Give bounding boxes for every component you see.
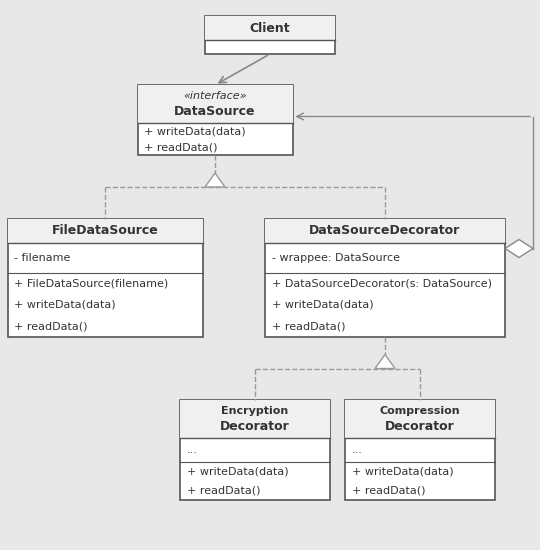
Text: Compression: Compression (380, 406, 460, 416)
Text: + writeData(data): + writeData(data) (187, 466, 288, 476)
Text: + readData(): + readData() (187, 486, 260, 496)
Text: Decorator: Decorator (385, 420, 455, 433)
Text: - wrappee: DataSource: - wrappee: DataSource (272, 253, 400, 263)
Polygon shape (205, 173, 225, 187)
Bar (180, 400, 330, 500)
Bar (265, 219, 505, 243)
Text: ...: ... (187, 445, 198, 455)
Text: Client: Client (249, 21, 291, 35)
Text: «interface»: «interface» (183, 91, 247, 101)
Text: + FileDataSource(filename): + FileDataSource(filename) (15, 278, 168, 288)
Text: + readData(): + readData() (272, 321, 346, 331)
Bar (265, 219, 505, 337)
Text: + readData(): + readData() (145, 142, 218, 152)
Text: + DataSourceDecorator(s: DataSource): + DataSourceDecorator(s: DataSource) (272, 278, 492, 288)
Polygon shape (505, 239, 533, 257)
Text: DataSourceDecorator: DataSourceDecorator (309, 224, 461, 238)
Text: + readData(): + readData() (352, 486, 426, 496)
Bar (180, 400, 330, 438)
Text: + writeData(data): + writeData(data) (352, 466, 454, 476)
Text: + writeData(data): + writeData(data) (15, 300, 116, 310)
Text: FileDataSource: FileDataSource (52, 224, 158, 238)
Bar (345, 400, 495, 500)
Text: DataSource: DataSource (174, 105, 256, 118)
Text: - filename: - filename (15, 253, 71, 263)
Text: Encryption: Encryption (221, 406, 288, 416)
Text: Decorator: Decorator (220, 420, 290, 433)
Text: ...: ... (352, 445, 363, 455)
Bar (345, 400, 495, 438)
Bar (205, 16, 335, 40)
Bar (138, 85, 293, 123)
Text: + readData(): + readData() (15, 321, 88, 331)
Bar (138, 85, 293, 155)
Polygon shape (375, 355, 395, 368)
Bar (8, 219, 202, 337)
Text: + writeData(data): + writeData(data) (272, 300, 374, 310)
Bar (8, 219, 202, 243)
Text: + writeData(data): + writeData(data) (145, 126, 246, 136)
Bar (205, 16, 335, 54)
